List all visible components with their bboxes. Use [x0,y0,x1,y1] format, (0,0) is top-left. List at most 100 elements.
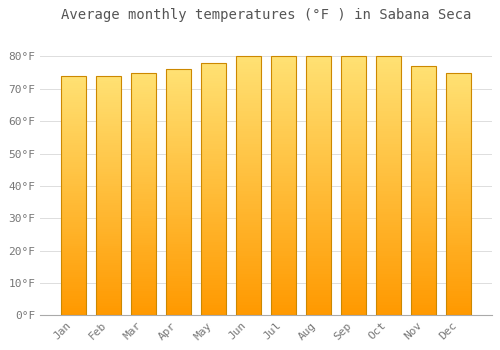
Bar [446,184,471,187]
Bar [60,292,86,294]
Bar [376,116,401,119]
Bar [376,90,401,93]
Bar [60,289,86,292]
Bar [96,212,121,215]
Bar [306,56,331,315]
Bar [131,119,156,121]
Bar [131,255,156,257]
Bar [306,274,331,276]
Bar [411,223,436,226]
Bar [376,261,401,264]
Bar [306,305,331,308]
Bar [306,300,331,302]
Bar [60,157,86,160]
Bar [60,121,86,124]
Bar [96,179,121,181]
Bar [306,302,331,305]
Bar [96,265,121,267]
Bar [96,289,121,292]
Bar [166,254,191,256]
Bar [236,77,261,80]
Bar [411,156,436,158]
Bar [271,209,296,212]
Bar [236,116,261,119]
Bar [166,89,191,91]
Bar [271,80,296,82]
Bar [166,266,191,269]
Bar [131,286,156,289]
Bar [236,139,261,142]
Bar [341,155,366,158]
Bar [166,158,191,160]
Bar [201,247,226,250]
Bar [236,297,261,300]
Bar [201,169,226,171]
Bar [271,162,296,165]
Bar [166,143,191,146]
Bar [201,161,226,164]
Bar [96,229,121,232]
Bar [131,189,156,191]
Bar [411,153,436,156]
Bar [236,240,261,243]
Bar [96,239,121,241]
Bar [166,241,191,244]
Bar [271,181,296,183]
Bar [411,288,436,290]
Bar [411,69,436,71]
Bar [306,186,331,188]
Bar [96,234,121,236]
Bar [131,138,156,141]
Bar [236,149,261,152]
Bar [60,248,86,251]
Bar [166,269,191,271]
Bar [306,215,331,217]
Bar [306,297,331,300]
Bar [236,173,261,175]
Bar [306,119,331,121]
Bar [306,295,331,297]
Bar [166,212,191,215]
Bar [376,284,401,287]
Bar [201,179,226,182]
Bar [60,301,86,303]
Bar [341,300,366,302]
Bar [376,111,401,113]
Bar [96,244,121,246]
Bar [411,66,436,315]
Bar [341,95,366,98]
Bar [271,124,296,126]
Bar [376,178,401,181]
Bar [236,217,261,219]
Bar [446,145,471,148]
Bar [96,100,121,102]
Bar [60,232,86,234]
Bar [60,76,86,78]
Bar [236,64,261,67]
Bar [341,256,366,258]
Bar [376,124,401,126]
Bar [376,230,401,232]
Bar [446,269,471,272]
Bar [446,90,471,92]
Bar [306,289,331,292]
Bar [131,180,156,182]
Bar [271,178,296,181]
Bar [376,59,401,62]
Bar [376,225,401,228]
Bar [236,183,261,186]
Bar [411,278,436,280]
Bar [446,138,471,141]
Bar [306,69,331,72]
Bar [306,225,331,228]
Bar [96,282,121,284]
Bar [60,119,86,121]
Bar [166,222,191,224]
Bar [446,274,471,276]
Bar [166,106,191,109]
Bar [376,206,401,209]
Bar [306,178,331,181]
Bar [306,264,331,266]
Bar [411,98,436,101]
Bar [341,292,366,295]
